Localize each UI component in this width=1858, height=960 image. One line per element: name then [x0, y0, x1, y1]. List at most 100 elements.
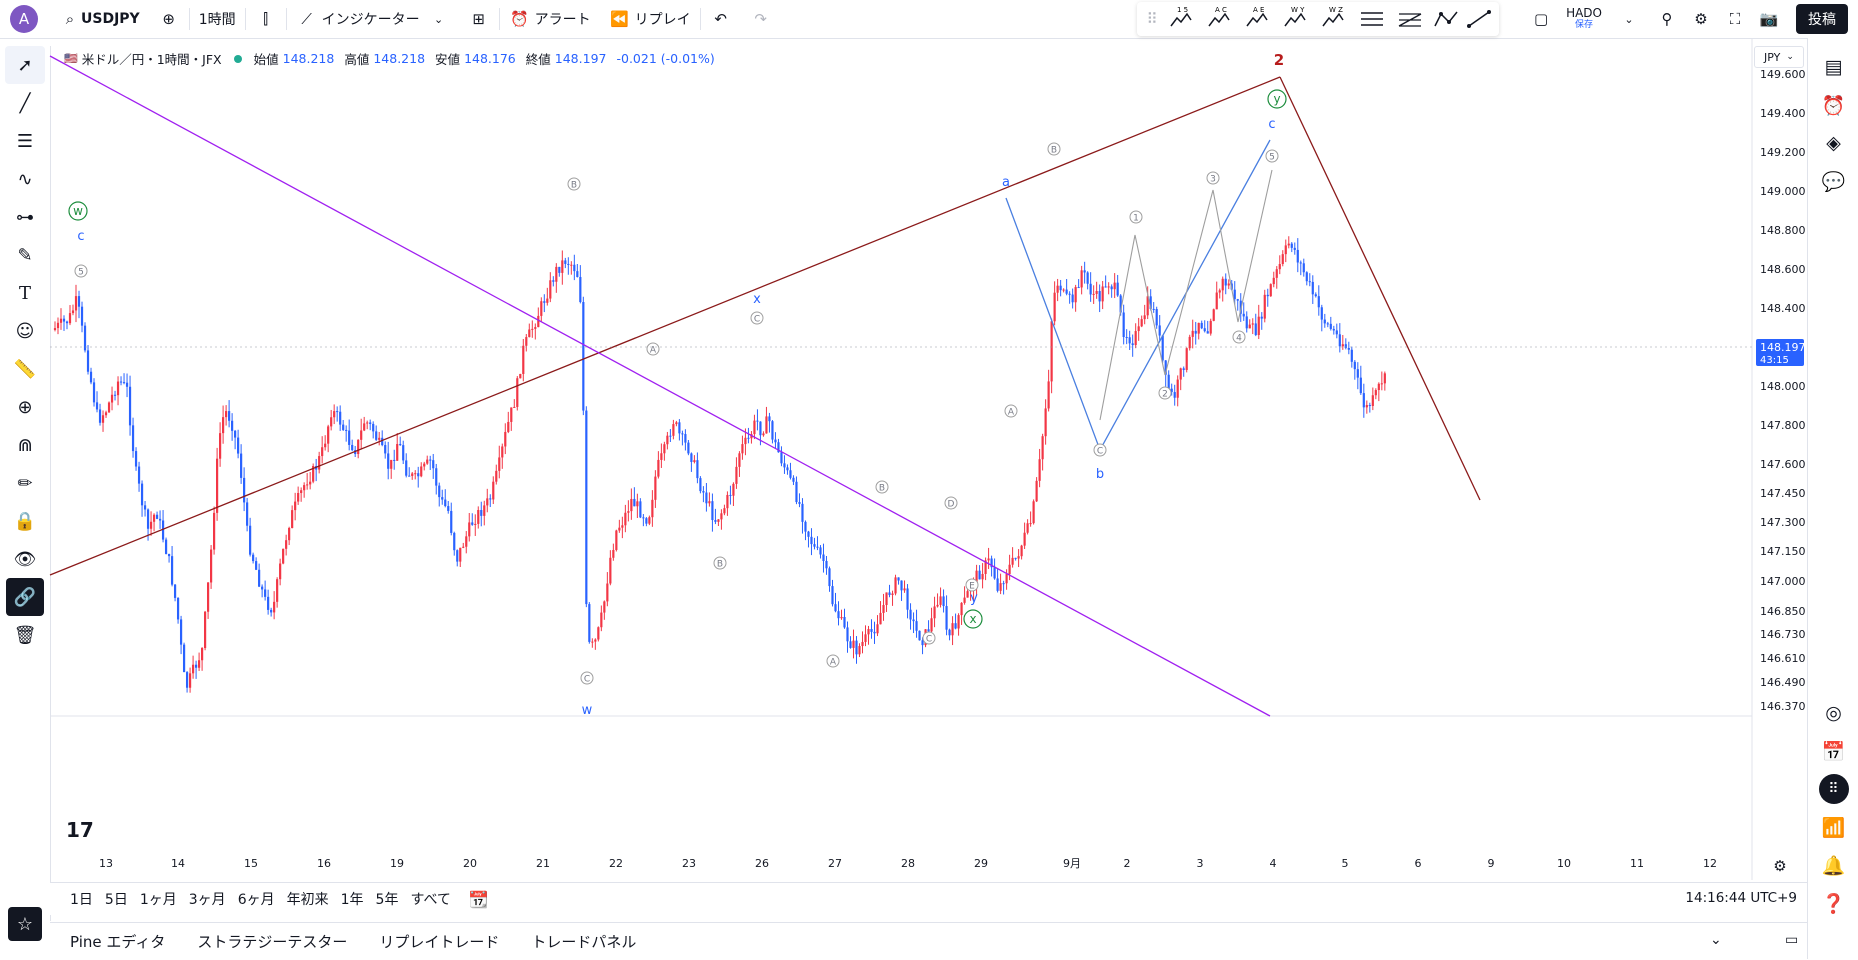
cursor-tool[interactable]: ➚	[5, 46, 45, 84]
elliott-double-combo-tool[interactable]: W Y	[1284, 6, 1306, 27]
pattern-tool[interactable]	[1434, 11, 1458, 27]
wave-label[interactable]: 2	[1162, 390, 1168, 400]
wave-label[interactable]: y	[970, 591, 978, 606]
wave-label[interactable]: 4	[1236, 334, 1242, 344]
text-tool[interactable]: T	[0, 274, 50, 312]
camera-icon[interactable]: 📷	[1759, 10, 1779, 28]
range-1y[interactable]: 1年	[340, 892, 364, 908]
goto-date-button[interactable]: 📆	[469, 890, 489, 909]
square-icon[interactable]: ▢	[1533, 10, 1549, 28]
elliott-impulse-projection[interactable]	[1099, 169, 1273, 421]
measure-tool[interactable]: 📏	[0, 350, 50, 388]
upper-trend-line[interactable]	[49, 76, 1281, 576]
tab-pine-editor[interactable]: Pine エディタ	[70, 933, 166, 951]
legend-title[interactable]: 米ドル／円・1時間・JFX	[81, 52, 222, 67]
symbol-search-button[interactable]: ⌕ USDJPY	[50, 0, 149, 38]
icons-tool[interactable]: ☺	[0, 312, 50, 350]
elliott-impulse-tool[interactable]: 1 5	[1170, 6, 1192, 27]
wave-label[interactable]: A	[1008, 408, 1015, 418]
lower-trend-line[interactable]	[49, 55, 1271, 717]
chart-settings-button[interactable]: ⚙	[1753, 851, 1807, 881]
price-chart[interactable]: wc5BCwAxCBABCDEyxaBACb12345cy2149.600149…	[0, 0, 1807, 882]
quick-search-icon[interactable]: ⚲	[1661, 10, 1673, 28]
watchlist-button[interactable]: ▤	[1808, 48, 1858, 86]
range-3m[interactable]: 3ヶ月	[188, 892, 226, 908]
wave-label[interactable]: y	[1273, 92, 1280, 106]
wave-label[interactable]: C	[584, 675, 590, 685]
object-tree-button[interactable]: ◈	[1808, 124, 1858, 162]
settings-gear-icon[interactable]: ⚙	[1694, 10, 1708, 28]
keep-drawing-tool[interactable]: ✏	[0, 464, 50, 502]
wave-label[interactable]: x	[969, 612, 976, 626]
tab-replay-trade[interactable]: リプレイトレード	[379, 933, 500, 951]
wave-label[interactable]: b	[1096, 467, 1104, 482]
patterns-tool[interactable]: ∿	[0, 160, 50, 198]
horizontal-lines-tool[interactable]	[1361, 12, 1383, 26]
range-1d[interactable]: 1日	[70, 892, 93, 908]
wave-label[interactable]: 5	[1269, 153, 1275, 163]
elliott-triangle-tool[interactable]: A E	[1246, 6, 1268, 27]
fib-retracement-tool[interactable]	[1398, 13, 1422, 27]
drag-handle-icon[interactable]: ⠿	[1146, 10, 1158, 28]
chart-type-button[interactable]: ⫿	[246, 0, 286, 38]
replay-button[interactable]: ⏪ リプレイ	[600, 0, 700, 38]
notifications-button[interactable]: 🔔	[1808, 846, 1858, 884]
wave-label[interactable]: C	[926, 635, 932, 645]
wave-label[interactable]: 2	[1274, 51, 1284, 69]
zoom-tool[interactable]: ⊕	[0, 388, 50, 426]
tab-trade-panel[interactable]: トレードパネル	[531, 933, 637, 951]
calendar-button[interactable]: 📅	[1808, 732, 1858, 770]
fib-tool[interactable]: ☰	[0, 122, 50, 160]
help-button[interactable]: ❓	[1808, 884, 1858, 922]
forecast-tool[interactable]: ⊶	[0, 198, 50, 236]
magnet-tool[interactable]: ⋒	[0, 426, 50, 464]
publish-button[interactable]: 投稿	[1796, 4, 1848, 34]
wave-label[interactable]: c	[1268, 117, 1275, 132]
wave-label[interactable]: x	[753, 292, 761, 307]
wave-label[interactable]: a	[1002, 175, 1010, 190]
indicators-button[interactable]: ⟋ インジケーター ⌄	[287, 0, 459, 38]
range-ytd[interactable]: 年初来	[286, 892, 329, 908]
range-6m[interactable]: 6ヶ月	[237, 892, 275, 908]
hotlist-button[interactable]: ◎	[1808, 694, 1858, 732]
wave-label[interactable]: 1	[1133, 214, 1139, 224]
current-price-badge[interactable]	[1756, 339, 1804, 366]
wave-label[interactable]: w	[582, 703, 593, 718]
lock-drawings-tool[interactable]: 🔒	[0, 502, 50, 540]
wave-label[interactable]: 3	[1210, 175, 1216, 185]
remove-drawings-tool[interactable]: 🗑	[0, 616, 50, 654]
compare-symbol-button[interactable]: ⊕	[149, 0, 189, 38]
projection-line[interactable]	[1279, 76, 1481, 501]
chat-button[interactable]: 💬	[1808, 162, 1858, 200]
redo-button[interactable]: ↷	[741, 0, 781, 38]
range-1m[interactable]: 1ヶ月	[139, 892, 177, 908]
wave-label[interactable]: B	[1051, 146, 1057, 156]
favorites-star-button[interactable]: ☆	[8, 907, 42, 941]
wave-label[interactable]: w	[73, 204, 83, 218]
stream-button[interactable]: 📶	[1808, 808, 1858, 846]
wave-label[interactable]: A	[650, 346, 657, 356]
wave-label[interactable]: C	[1097, 447, 1103, 457]
trend-line-tool[interactable]	[1467, 10, 1491, 28]
maximize-panel-icon[interactable]: ▭	[1785, 932, 1799, 948]
chevron-down-icon[interactable]: ⌄	[1624, 12, 1634, 26]
user-avatar[interactable]: A	[10, 5, 38, 33]
range-5d[interactable]: 5日	[104, 892, 128, 908]
wave-label[interactable]: D	[948, 500, 955, 510]
trend-line-tool[interactable]: ╱	[0, 84, 50, 122]
undo-button[interactable]: ↶	[701, 0, 741, 38]
wave-label[interactable]: C	[754, 315, 760, 325]
wave-label[interactable]: B	[717, 560, 723, 570]
collapse-panel-icon[interactable]: ⌄	[1710, 932, 1722, 948]
fullscreen-icon[interactable]: ⛶	[1729, 10, 1741, 28]
alerts-button[interactable]: ⏰	[1808, 86, 1858, 124]
hide-drawings-tool[interactable]: 👁	[0, 540, 50, 578]
wave-label[interactable]: B	[571, 181, 577, 191]
time-zone-clock[interactable]: 14:16:44 UTC+9	[1685, 890, 1797, 906]
tab-strategy-tester[interactable]: ストラテジーテスター	[197, 933, 348, 951]
layout-menu[interactable]: HADO 保存	[1566, 7, 1602, 31]
interval-button[interactable]: 1時間	[198, 12, 236, 28]
sync-drawings-tool[interactable]: 🔗	[6, 578, 44, 616]
wave-label[interactable]: 5	[78, 268, 84, 278]
wave-label[interactable]: c	[77, 229, 84, 244]
